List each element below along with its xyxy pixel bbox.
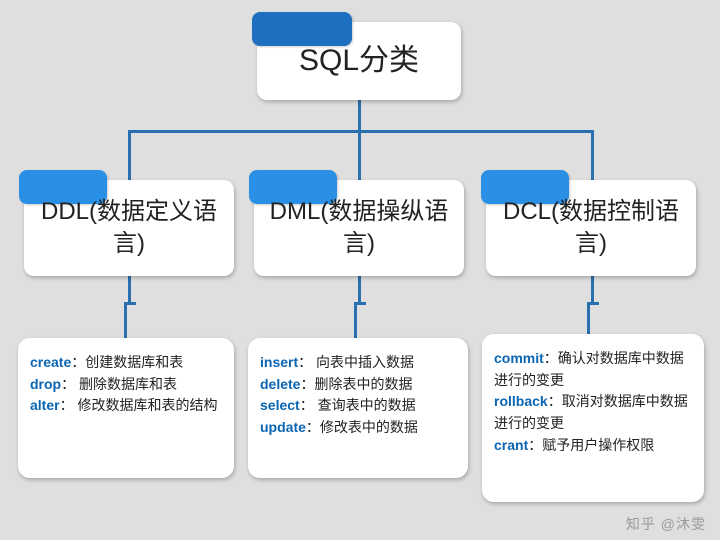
connector xyxy=(591,130,594,180)
connector xyxy=(358,100,361,130)
root-node: SQL分类 xyxy=(257,22,461,100)
list-item: create：创建数据库和表 xyxy=(30,352,222,374)
list-item: drop： 删除数据库和表 xyxy=(30,374,222,396)
list-item: commit：确认对数据库中数据进行的变更 xyxy=(494,348,692,391)
list-item: insert： 向表中插入数据 xyxy=(260,352,456,374)
list-item: rollback：取消对数据库中数据进行的变更 xyxy=(494,391,692,434)
watermark: 知乎 @沐雯 xyxy=(626,514,706,534)
dcl-detail: commit：确认对数据库中数据进行的变更 rollback：取消对数据库中数据… xyxy=(482,334,704,502)
diagram-canvas: SQL分类 DDL(数据定义语言) DML(数据操纵语言) DCL(数据控制语言… xyxy=(0,0,720,540)
connector xyxy=(124,302,127,338)
connector xyxy=(358,130,361,180)
list-item: crant：赋予用户操作权限 xyxy=(494,435,692,457)
ddl-detail: create：创建数据库和表 drop： 删除数据库和表 alter： 修改数据… xyxy=(18,338,234,478)
ddl-label: DDL(数据定义语言) xyxy=(24,180,234,276)
connector xyxy=(128,276,131,302)
connector xyxy=(128,130,594,133)
list-item: update：修改表中的数据 xyxy=(260,417,456,439)
root-label: SQL分类 xyxy=(257,22,461,100)
connector xyxy=(587,302,590,334)
dcl-node: DCL(数据控制语言) xyxy=(486,180,696,276)
list-item: alter： 修改数据库和表的结构 xyxy=(30,395,222,417)
connector xyxy=(358,276,361,302)
dcl-label: DCL(数据控制语言) xyxy=(486,180,696,276)
dml-label: DML(数据操纵语言) xyxy=(254,180,464,276)
dml-node: DML(数据操纵语言) xyxy=(254,180,464,276)
dml-detail: insert： 向表中插入数据 delete：删除表中的数据 select： 查… xyxy=(248,338,468,478)
list-item: select： 查询表中的数据 xyxy=(260,395,456,417)
ddl-node: DDL(数据定义语言) xyxy=(24,180,234,276)
list-item: delete：删除表中的数据 xyxy=(260,374,456,396)
connector xyxy=(591,276,594,302)
connector xyxy=(128,130,131,180)
connector xyxy=(354,302,357,338)
